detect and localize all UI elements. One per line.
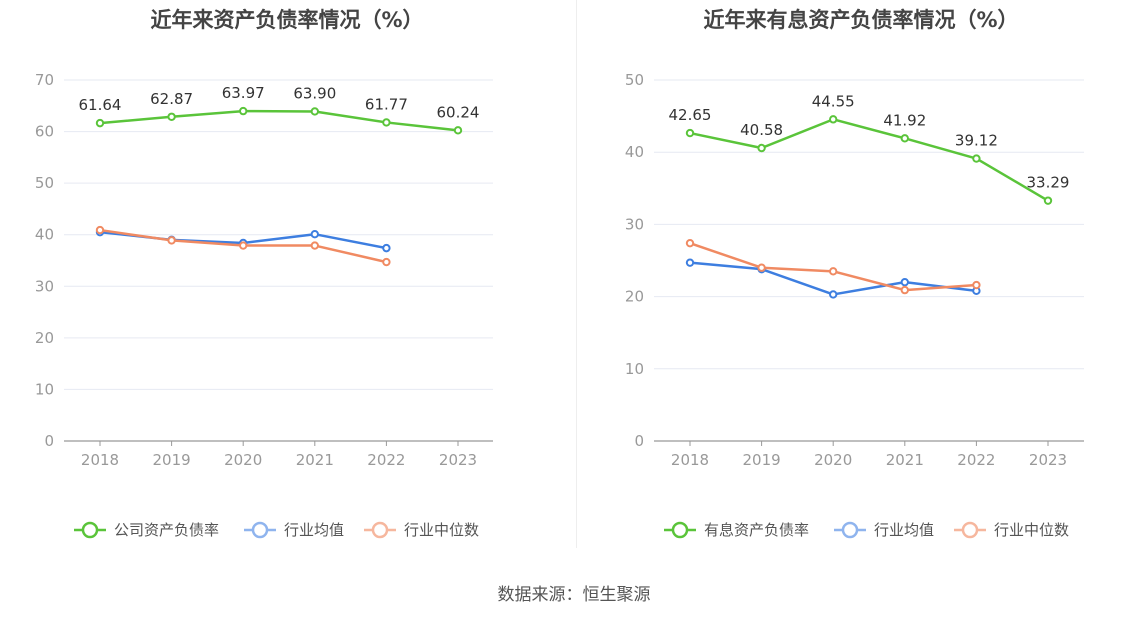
legend-label: 行业均值 [874, 521, 934, 539]
y-tick-label: 30 [625, 215, 644, 233]
data-point [1043, 196, 1053, 205]
x-tick-label: 2021 [886, 451, 924, 469]
data-label: 60.24 [437, 103, 480, 121]
data-point [310, 107, 319, 116]
legend-item: 公司资产负债率 [74, 521, 219, 539]
data-point [685, 128, 695, 138]
data-point [829, 267, 838, 276]
data-label: 39.12 [955, 132, 998, 150]
data-point [95, 225, 105, 235]
data-point [972, 154, 981, 163]
data-point [310, 241, 319, 250]
data-point [757, 143, 766, 153]
x-tick-label: 2023 [1029, 451, 1067, 469]
data-point [239, 106, 248, 116]
data-point [900, 134, 909, 143]
x-tick-label: 2018 [671, 451, 709, 469]
data-point [382, 257, 391, 267]
legend-marker [961, 521, 979, 539]
chart-title: 近年来资产负债率情况（%） [150, 8, 424, 32]
legend-item: 行业均值 [244, 521, 344, 539]
data-point [900, 277, 909, 287]
series-line [689, 118, 1049, 202]
x-tick-label: 2021 [296, 451, 334, 469]
data-point [829, 290, 838, 299]
x-tick-label: 2020 [814, 451, 852, 469]
x-tick-label: 2019 [153, 451, 191, 469]
data-point [382, 118, 391, 127]
legend-marker [671, 521, 689, 539]
chart-panel-interest-debt-ratio: 近年来有息资产负债率情况（%） 0 10 20 30 40 50 2018 2019 2020 2… [574, 0, 1148, 560]
y-tick-label: 10 [625, 360, 644, 378]
data-label: 44.55 [812, 92, 855, 110]
x-tick-label: 2023 [439, 451, 477, 469]
chart-title: 近年来有息资产负债率情况（%） [703, 8, 1019, 32]
x-tick-label: 2018 [81, 451, 119, 469]
panel-divider [576, 0, 577, 548]
data-label: 33.29 [1027, 174, 1070, 192]
legend-label: 行业均值 [284, 521, 344, 539]
legend-label: 行业中位数 [404, 521, 479, 539]
x-tick-label: 2019 [743, 451, 781, 469]
y-tick-label: 40 [625, 143, 644, 161]
legend-marker [251, 521, 269, 539]
data-point [382, 243, 391, 253]
data-label: 61.64 [79, 96, 122, 114]
y-tick-label: 50 [625, 71, 644, 89]
x-tick-label: 2020 [224, 451, 262, 469]
y-tick-label: 0 [44, 432, 54, 450]
data-label: 40.58 [740, 121, 783, 139]
data-point [685, 258, 695, 267]
data-point [685, 238, 695, 248]
data-label: 42.65 [669, 106, 712, 124]
legend-marker [81, 521, 99, 539]
legend-label: 公司资产负债率 [114, 521, 219, 539]
data-point [239, 241, 248, 250]
y-tick-label: 40 [35, 226, 54, 244]
data-point [167, 236, 176, 245]
legend-label: 有息资产负债率 [704, 521, 809, 539]
data-point [167, 112, 176, 121]
y-tick-label: 60 [35, 123, 54, 141]
legend-label: 行业中位数 [994, 521, 1069, 539]
data-point [310, 229, 319, 239]
source-note: 数据来源：恒生聚源 [497, 585, 651, 605]
y-tick-label: 20 [35, 329, 54, 347]
y-tick-label: 0 [634, 432, 644, 450]
data-point [829, 115, 838, 124]
y-tick-label: 70 [35, 71, 54, 89]
x-tick-label: 2022 [957, 451, 995, 469]
data-label: 61.77 [365, 95, 408, 113]
x-tick-label: 2022 [367, 451, 405, 469]
y-tick-label: 30 [35, 277, 54, 295]
line-chart-debt-ratio: 0 10 20 30 40 50 60 70 2018 2019 2020 2021 2022 2023 6… [35, 71, 493, 539]
y-tick-label: 50 [35, 174, 54, 192]
data-point [453, 126, 463, 135]
data-point [972, 280, 981, 290]
legend-item: 行业均值 [834, 521, 934, 539]
legend-marker [841, 521, 859, 539]
line-chart-interest-debt-ratio: 0 10 20 30 40 50 2018 2019 2020 2021 2022 2023 42.65… [625, 71, 1084, 539]
y-tick-label: 10 [35, 380, 54, 398]
series-line [99, 109, 459, 132]
legend-item: 有息资产负债率 [664, 521, 809, 539]
data-label: 63.97 [222, 84, 265, 102]
data-label: 62.87 [150, 90, 193, 108]
y-tick-label: 20 [625, 288, 644, 306]
legend-item: 行业中位数 [954, 521, 1069, 539]
data-label: 63.90 [293, 84, 336, 102]
data-point [757, 263, 766, 272]
chart-panel-debt-ratio: 近年来资产负债率情况（%） 0 10 20 30 40 50 60 70 2018 2019 202… [0, 0, 574, 560]
legend-marker [371, 521, 389, 539]
data-point [95, 118, 105, 128]
data-label: 41.92 [883, 111, 926, 129]
data-point [900, 285, 909, 295]
legend-item: 行业中位数 [364, 521, 479, 539]
